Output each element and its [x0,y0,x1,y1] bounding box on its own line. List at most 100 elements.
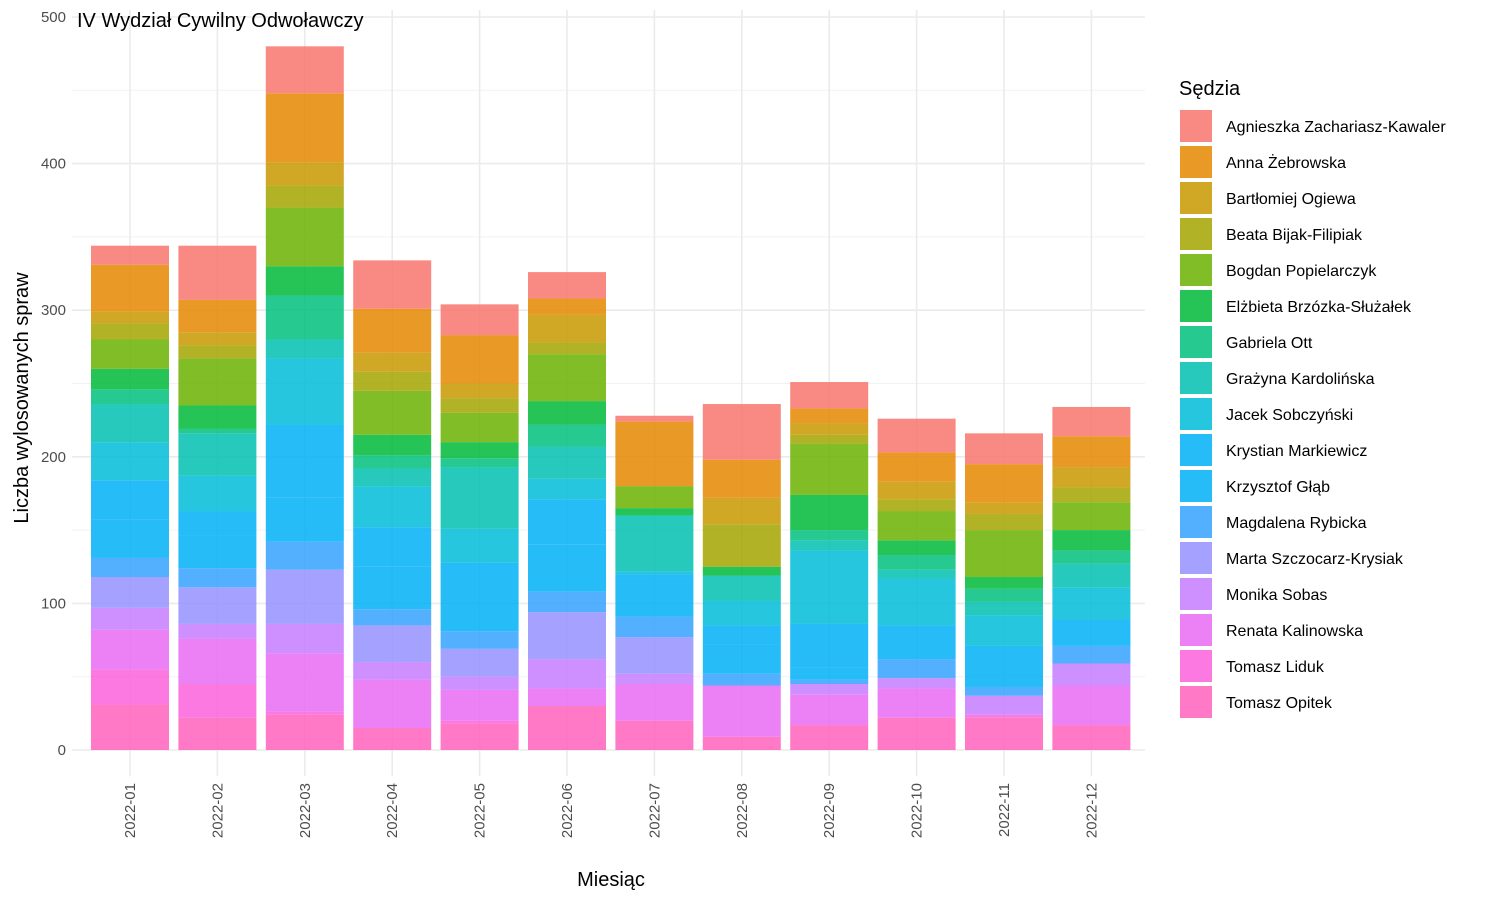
bar-segment [702,644,781,674]
bar-segment [265,266,344,296]
legend-swatch [1180,218,1212,250]
bar-segment [528,612,606,660]
bar-segment [877,418,956,453]
x-tick-label: 2022-03 [297,783,314,838]
bar-segment [353,260,432,309]
bar-segment [790,684,869,695]
bar-segment [790,408,869,424]
bar-segment [965,502,1043,514]
bar-segment [615,508,694,516]
y-axis-ticks: 0 100 200 300 400 500 [41,9,66,759]
bar-segment [615,415,694,422]
bar-segment [178,535,257,569]
legend-swatch [1180,506,1212,538]
bar-segment [877,452,956,482]
legend-label: Magdalena Rybicka [1226,515,1367,532]
legend-swatch [1180,254,1212,286]
bar-segment [91,339,169,369]
bar-segment [528,499,606,545]
bar-segment [615,421,694,487]
bar-segment [790,423,869,435]
bar-segment [1052,436,1131,468]
bar-segment [265,46,344,94]
bar-segment [877,481,956,500]
bar-segment [91,404,169,443]
bar-segment [702,459,781,498]
legend-label: Marta Szczocarz-Krysiak [1226,551,1404,568]
bar-segment [790,434,869,444]
bar-segment [353,728,432,750]
bar-segment [178,684,257,718]
legend-swatch [1180,542,1212,574]
bar-segment [790,667,869,680]
bar-segment [440,383,519,399]
bar-segment [353,662,432,680]
bar-segment [265,295,344,340]
bar-segment [91,323,169,340]
bar-segment [178,587,257,624]
x-tick-label: 2022-11 [996,783,1013,837]
bar-segment [965,714,1043,718]
bar-segment [265,358,344,425]
y-axis-title: Liczba wylosowanych spraw [11,272,33,524]
legend-swatch [1180,290,1212,322]
bar-segment [702,404,781,460]
bar-segment [790,694,869,726]
bar-segment [528,342,606,355]
bar-segment [265,541,344,570]
bar-segment [528,591,606,613]
bar-segment [615,578,694,617]
bar-segment [615,574,694,579]
bar-segment [440,458,519,468]
bar-segment [353,625,432,663]
bar-segment [877,540,956,556]
legend-swatch [1180,110,1212,142]
bar-segment [178,717,257,750]
bar-segment [965,577,1043,589]
bar-segment [1052,530,1131,551]
bar-segment [528,314,606,343]
bar-segment [615,673,694,685]
bar-segment [965,615,1043,646]
legend-label: Grażyna Kardolińska [1226,371,1375,388]
bar-segment [528,401,606,425]
bar-segment [528,544,606,592]
bar-segment [615,637,694,674]
bar-segment [91,264,169,312]
bar-segment [178,475,257,512]
bar-segment [965,464,1043,503]
bar-segment [440,720,519,724]
bar-segment [91,519,169,558]
bar-segment [1052,502,1131,531]
bar-segment [91,245,169,265]
legend-swatch [1180,182,1212,214]
y-tick-label: 0 [58,742,66,759]
bar-segment [265,711,344,715]
bar-segment [440,304,519,336]
bar-segment [702,524,781,567]
bar-segment [877,511,956,541]
bar-segment [440,676,519,690]
bar-segment [178,245,257,300]
bar-segment [528,446,606,479]
bar-segment [91,442,169,481]
x-axis-title: Miesiąc [577,869,645,891]
legend-swatch [1180,398,1212,430]
bar-segment [178,428,257,434]
bar-segment [528,706,606,750]
bar-segment [1052,467,1131,488]
bar-segment [440,723,519,750]
bar-segment [91,557,169,578]
bar-segment [440,562,519,600]
x-tick-label: 2022-07 [646,783,663,838]
bar-segment [178,623,257,639]
bar-segment [965,717,1043,750]
legend-swatch [1180,326,1212,358]
legend-label: Elżbieta Brzózka-Służałek [1226,299,1412,316]
bar-segment [1052,685,1131,726]
bar-segment [702,673,781,686]
bar-segment [178,345,257,359]
bar-segment [790,540,869,551]
legend-label: Gabriela Ott [1226,335,1313,352]
bar-segment [440,442,519,459]
